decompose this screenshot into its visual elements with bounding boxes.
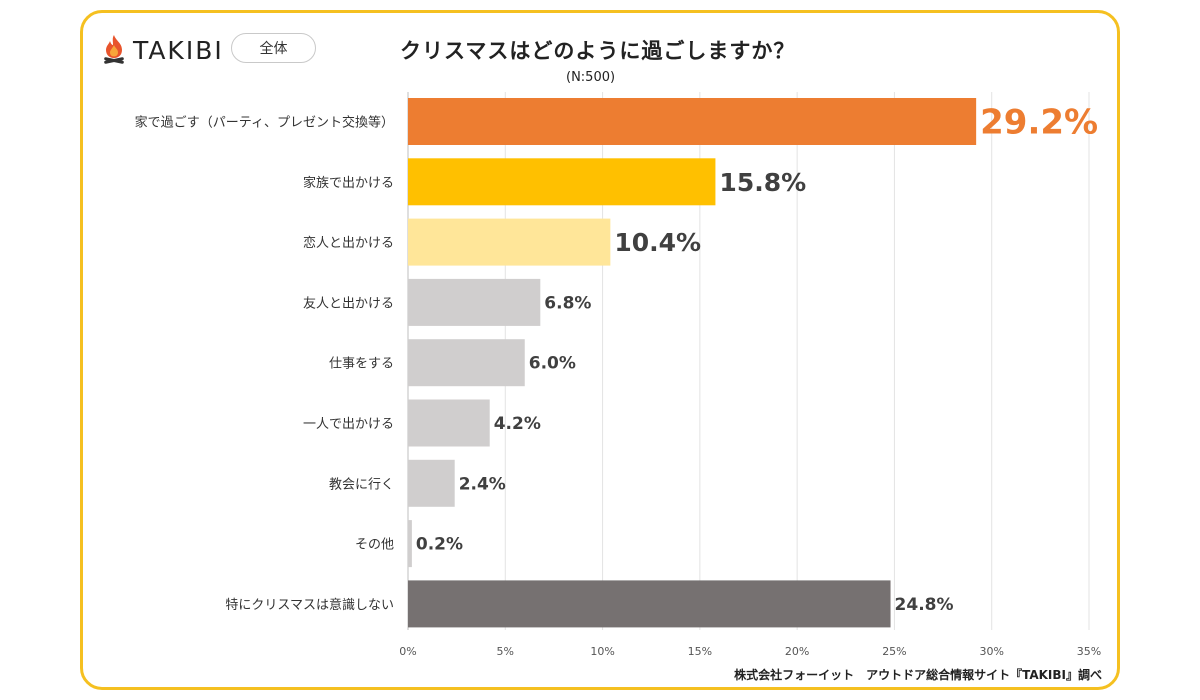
category-label: その他 (355, 538, 394, 553)
x-tick-label: 0% (399, 645, 416, 658)
category-label: 教会に行く (329, 476, 394, 492)
x-tick-label: 10% (590, 645, 614, 658)
brand-logo: TAKIBI (101, 32, 224, 68)
category-label: 友人と出かける (303, 295, 394, 311)
chart-subtitle: (N:500) (566, 70, 616, 85)
chart-title: クリスマスはどのように過ごしますか？ (400, 39, 796, 63)
value-label: 0.2% (416, 535, 463, 555)
scope-badge: 全体 (231, 33, 316, 63)
value-label: 6.8% (544, 293, 591, 313)
campfire-icon (104, 35, 124, 64)
x-tick-label: 30% (979, 645, 1003, 658)
value-label: 6.0% (529, 354, 576, 374)
bar (408, 98, 977, 145)
category-label: 家族で出かける (303, 175, 394, 191)
category-label: 一人で出かける (303, 417, 394, 432)
value-label: 24.8% (895, 595, 954, 615)
value-label: 10.4% (614, 228, 701, 257)
bar (408, 158, 716, 206)
x-tick-label: 25% (882, 645, 906, 658)
category-label: 特にクリスマスは意識しない (225, 597, 394, 613)
bar (408, 580, 891, 628)
category-label: 恋人と出かける (303, 235, 394, 251)
source-credit: 株式会社フォーイット アウトドア総合情報サイト『TAKIBI』調べ (734, 668, 1102, 682)
x-tick-label: 15% (688, 645, 712, 658)
value-label: 2.4% (459, 474, 506, 494)
x-tick-label: 5% (497, 645, 514, 658)
bar (408, 520, 412, 568)
value-label: 29.2% (980, 103, 1098, 143)
brand-name: TAKIBI (133, 35, 224, 65)
x-tick-label: 20% (785, 645, 809, 658)
bar (408, 278, 541, 326)
value-label: 15.8% (719, 168, 806, 197)
bar (408, 339, 525, 387)
category-label: 家で過ごす（パーティ、プレゼント交換等） (135, 115, 394, 131)
category-label: 仕事をする (329, 357, 394, 372)
bar (408, 218, 611, 266)
value-label: 4.2% (494, 414, 541, 434)
bar (408, 459, 455, 507)
x-tick-label: 35% (1077, 645, 1101, 658)
bar (408, 399, 490, 447)
